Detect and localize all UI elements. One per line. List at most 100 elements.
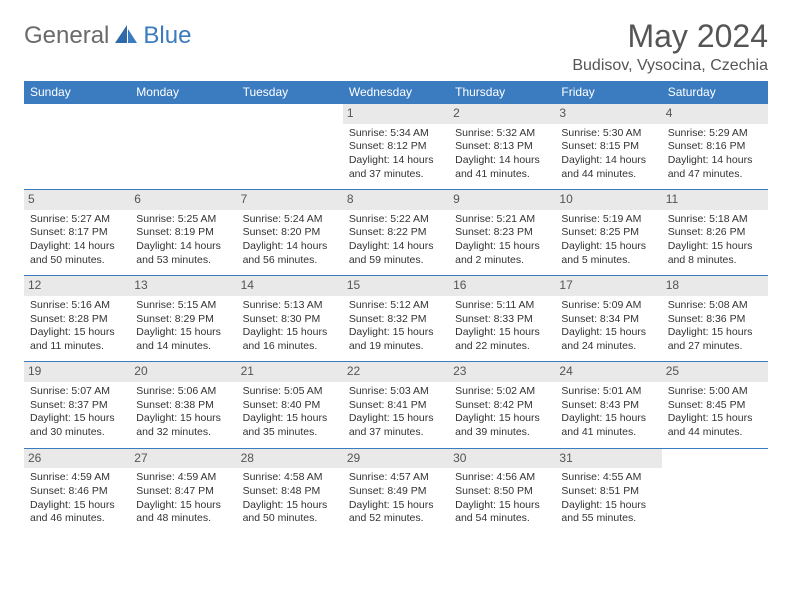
day-info: Sunrise: 5:25 AMSunset: 8:19 PMDaylight:… (136, 213, 230, 268)
calendar-week: 26Sunrise: 4:59 AMSunset: 8:46 PMDayligh… (24, 448, 768, 534)
day-number: 8 (343, 190, 449, 210)
calendar-empty-cell (237, 104, 343, 190)
calendar-day-cell: 23 Sunrise: 5:02 AMSunset: 8:42 PMDayligh… (449, 362, 555, 448)
day-info: Sunrise: 5:02 AMSunset: 8:42 PMDaylight:… (455, 385, 549, 440)
day-info: Sunrise: 5:09 AMSunset: 8:34 PMDaylight:… (561, 299, 655, 354)
day-number: 10 (555, 190, 661, 210)
weekday-header: Wednesday (343, 81, 449, 104)
day-info: Sunrise: 5:30 AMSunset: 8:15 PMDaylight:… (561, 127, 655, 182)
day-info: Sunrise: 5:01 AMSunset: 8:43 PMDaylight:… (561, 385, 655, 440)
calendar-week: 1 Sunrise: 5:34 AMSunset: 8:12 PMDaylight… (24, 104, 768, 190)
day-number: 13 (130, 276, 236, 296)
brand-logo: General Blue (24, 18, 191, 50)
day-number: 26 (24, 449, 130, 469)
day-info: Sunrise: 5:11 AMSunset: 8:33 PMDaylight:… (455, 299, 549, 354)
month-title: May 2024 (572, 18, 768, 55)
weekday-header: Monday (130, 81, 236, 104)
day-info: Sunrise: 5:29 AMSunset: 8:16 PMDaylight:… (668, 127, 762, 182)
day-info: Sunrise: 5:06 AMSunset: 8:38 PMDaylight:… (136, 385, 230, 440)
title-block: May 2024 Budisov, Vysocina, Czechia (572, 18, 768, 75)
day-number: 31 (555, 449, 661, 469)
day-info: Sunrise: 5:00 AMSunset: 8:45 PMDaylight:… (668, 385, 762, 440)
day-info: Sunrise: 5:08 AMSunset: 8:36 PMDaylight:… (668, 299, 762, 354)
calendar-day-cell: 24 Sunrise: 5:01 AMSunset: 8:43 PMDayligh… (555, 362, 661, 448)
brand-general: General (24, 22, 109, 50)
calendar-day-cell: 21Sunrise: 5:05 AMSunset: 8:40 PMDayligh… (237, 362, 343, 448)
day-number: 1 (343, 104, 449, 124)
day-info: Sunrise: 5:12 AMSunset: 8:32 PMDaylight:… (349, 299, 443, 354)
day-info: Sunrise: 5:13 AMSunset: 8:30 PMDaylight:… (243, 299, 337, 354)
day-info: Sunrise: 5:07 AMSunset: 8:37 PMDaylight:… (30, 385, 124, 440)
day-info: Sunrise: 5:18 AMSunset: 8:26 PMDaylight:… (668, 213, 762, 268)
calendar-day-cell: 12 Sunrise: 5:16 AMSunset: 8:28 PMDayligh… (24, 276, 130, 362)
calendar-day-cell: 6Sunrise: 5:25 AMSunset: 8:19 PMDaylight… (130, 190, 236, 276)
day-number: 22 (343, 362, 449, 382)
calendar-day-cell: 27Sunrise: 4:59 AMSunset: 8:47 PMDayligh… (130, 448, 236, 534)
day-number: 25 (662, 362, 768, 382)
calendar-day-cell: 8Sunrise: 5:22 AMSunset: 8:22 PMDaylight… (343, 190, 449, 276)
day-number: 5 (24, 190, 130, 210)
day-info: Sunrise: 5:16 AMSunset: 8:28 PMDaylight:… (30, 299, 124, 354)
day-number: 9 (449, 190, 555, 210)
weekday-header-row: SundayMondayTuesdayWednesdayThursdayFrid… (24, 81, 768, 104)
calendar-day-cell: 31Sunrise: 4:55 AMSunset: 8:51 PMDayligh… (555, 448, 661, 534)
day-number: 30 (449, 449, 555, 469)
day-number: 11 (662, 190, 768, 210)
day-number: 20 (130, 362, 236, 382)
day-number: 12 (24, 276, 130, 296)
day-number: 16 (449, 276, 555, 296)
calendar-day-cell: 28Sunrise: 4:58 AMSunset: 8:48 PMDayligh… (237, 448, 343, 534)
calendar-day-cell: 14 Sunrise: 5:13 AMSunset: 8:30 PMDayligh… (237, 276, 343, 362)
day-info: Sunrise: 4:58 AMSunset: 8:48 PMDaylight:… (243, 471, 337, 526)
day-number: 23 (449, 362, 555, 382)
calendar-day-cell: 2 Sunrise: 5:32 AMSunset: 8:13 PMDaylight… (449, 104, 555, 190)
day-info: Sunrise: 5:15 AMSunset: 8:29 PMDaylight:… (136, 299, 230, 354)
calendar-day-cell: 5 Sunrise: 5:27 AMSunset: 8:17 PMDaylight… (24, 190, 130, 276)
day-number: 15 (343, 276, 449, 296)
calendar-day-cell: 17 Sunrise: 5:09 AMSunset: 8:34 PMDayligh… (555, 276, 661, 362)
calendar-day-cell: 18 Sunrise: 5:08 AMSunset: 8:36 PMDayligh… (662, 276, 768, 362)
weekday-header: Sunday (24, 81, 130, 104)
calendar-day-cell: 19Sunrise: 5:07 AMSunset: 8:37 PMDayligh… (24, 362, 130, 448)
calendar-day-cell: 13 Sunrise: 5:15 AMSunset: 8:29 PMDayligh… (130, 276, 236, 362)
sail-icon (113, 23, 141, 50)
day-number: 24 (555, 362, 661, 382)
day-number: 18 (662, 276, 768, 296)
brand-blue: Blue (143, 22, 191, 50)
calendar-day-cell: 26Sunrise: 4:59 AMSunset: 8:46 PMDayligh… (24, 448, 130, 534)
calendar-empty-cell (662, 448, 768, 534)
weekday-header: Thursday (449, 81, 555, 104)
calendar-day-cell: 16 Sunrise: 5:11 AMSunset: 8:33 PMDayligh… (449, 276, 555, 362)
day-info: Sunrise: 5:34 AMSunset: 8:12 PMDaylight:… (349, 127, 443, 182)
day-number: 14 (237, 276, 343, 296)
weekday-header: Friday (555, 81, 661, 104)
day-info: Sunrise: 5:32 AMSunset: 8:13 PMDaylight:… (455, 127, 549, 182)
calendar-day-cell: 3 Sunrise: 5:30 AMSunset: 8:15 PMDaylight… (555, 104, 661, 190)
day-info: Sunrise: 4:57 AMSunset: 8:49 PMDaylight:… (349, 471, 443, 526)
day-info: Sunrise: 5:24 AMSunset: 8:20 PMDaylight:… (243, 213, 337, 268)
calendar-week: 12 Sunrise: 5:16 AMSunset: 8:28 PMDayligh… (24, 276, 768, 362)
calendar-week: 19Sunrise: 5:07 AMSunset: 8:37 PMDayligh… (24, 362, 768, 448)
calendar-day-cell: 7Sunrise: 5:24 AMSunset: 8:20 PMDaylight… (237, 190, 343, 276)
day-number: 17 (555, 276, 661, 296)
calendar-day-cell: 30Sunrise: 4:56 AMSunset: 8:50 PMDayligh… (449, 448, 555, 534)
day-info: Sunrise: 5:27 AMSunset: 8:17 PMDaylight:… (30, 213, 124, 268)
day-info: Sunrise: 5:03 AMSunset: 8:41 PMDaylight:… (349, 385, 443, 440)
day-info: Sunrise: 5:19 AMSunset: 8:25 PMDaylight:… (561, 213, 655, 268)
calendar-day-cell: 1 Sunrise: 5:34 AMSunset: 8:12 PMDaylight… (343, 104, 449, 190)
header: General Blue May 2024 Budisov, Vysocina,… (24, 18, 768, 75)
weekday-header: Tuesday (237, 81, 343, 104)
day-number: 3 (555, 104, 661, 124)
calendar-day-cell: 20 Sunrise: 5:06 AMSunset: 8:38 PMDayligh… (130, 362, 236, 448)
calendar-day-cell: 4Sunrise: 5:29 AMSunset: 8:16 PMDaylight… (662, 104, 768, 190)
calendar-day-cell: 29Sunrise: 4:57 AMSunset: 8:49 PMDayligh… (343, 448, 449, 534)
calendar-day-cell: 10 Sunrise: 5:19 AMSunset: 8:25 PMDayligh… (555, 190, 661, 276)
day-number: 28 (237, 449, 343, 469)
day-number: 27 (130, 449, 236, 469)
calendar-day-cell: 22 Sunrise: 5:03 AMSunset: 8:41 PMDayligh… (343, 362, 449, 448)
calendar-empty-cell (24, 104, 130, 190)
day-number: 2 (449, 104, 555, 124)
day-info: Sunrise: 5:21 AMSunset: 8:23 PMDaylight:… (455, 213, 549, 268)
location: Budisov, Vysocina, Czechia (572, 57, 768, 75)
calendar-day-cell: 9 Sunrise: 5:21 AMSunset: 8:23 PMDaylight… (449, 190, 555, 276)
